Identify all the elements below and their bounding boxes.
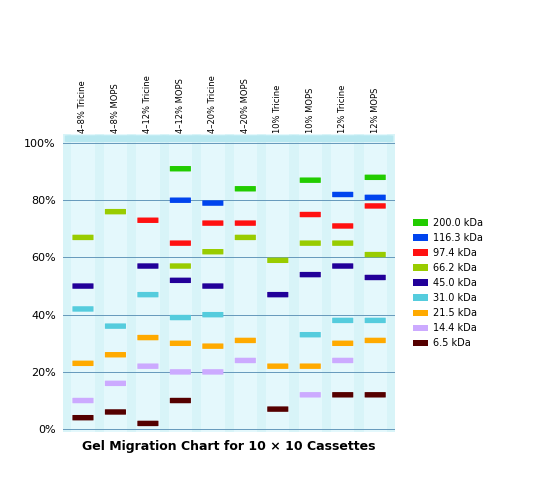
FancyBboxPatch shape xyxy=(332,358,353,363)
X-axis label: Gel Migration Chart for 10 × 10 Cassettes: Gel Migration Chart for 10 × 10 Cassette… xyxy=(82,440,376,453)
FancyBboxPatch shape xyxy=(365,338,386,343)
Text: 10% MOPS: 10% MOPS xyxy=(306,87,315,133)
FancyBboxPatch shape xyxy=(170,240,191,246)
FancyBboxPatch shape xyxy=(202,312,224,317)
FancyBboxPatch shape xyxy=(105,209,126,215)
FancyBboxPatch shape xyxy=(332,318,353,323)
FancyBboxPatch shape xyxy=(325,135,361,142)
FancyBboxPatch shape xyxy=(332,240,353,246)
FancyBboxPatch shape xyxy=(202,369,224,374)
Bar xyxy=(233,134,257,432)
FancyBboxPatch shape xyxy=(202,283,224,289)
Bar xyxy=(104,134,127,432)
FancyBboxPatch shape xyxy=(365,318,386,323)
Bar xyxy=(71,134,94,432)
FancyBboxPatch shape xyxy=(137,363,158,369)
FancyBboxPatch shape xyxy=(170,197,191,203)
FancyBboxPatch shape xyxy=(267,363,288,369)
FancyBboxPatch shape xyxy=(72,283,93,289)
FancyBboxPatch shape xyxy=(72,398,93,403)
Text: 12% MOPS: 12% MOPS xyxy=(371,87,380,133)
FancyBboxPatch shape xyxy=(300,392,321,397)
FancyBboxPatch shape xyxy=(105,352,126,358)
FancyBboxPatch shape xyxy=(235,186,256,192)
Bar xyxy=(201,134,225,432)
FancyBboxPatch shape xyxy=(170,264,191,269)
FancyBboxPatch shape xyxy=(170,315,191,320)
FancyBboxPatch shape xyxy=(170,277,191,283)
Bar xyxy=(169,134,192,432)
FancyBboxPatch shape xyxy=(357,135,394,142)
FancyBboxPatch shape xyxy=(365,275,386,280)
FancyBboxPatch shape xyxy=(72,235,93,240)
FancyBboxPatch shape xyxy=(235,235,256,240)
FancyBboxPatch shape xyxy=(365,175,386,180)
FancyBboxPatch shape xyxy=(365,252,386,257)
FancyBboxPatch shape xyxy=(170,166,191,171)
FancyBboxPatch shape xyxy=(292,135,328,142)
FancyBboxPatch shape xyxy=(72,360,93,366)
FancyBboxPatch shape xyxy=(137,292,158,298)
Text: 12% Tricine: 12% Tricine xyxy=(338,84,347,133)
FancyBboxPatch shape xyxy=(332,264,353,269)
FancyBboxPatch shape xyxy=(300,272,321,277)
FancyBboxPatch shape xyxy=(137,420,158,426)
FancyBboxPatch shape xyxy=(365,392,386,397)
FancyBboxPatch shape xyxy=(365,194,386,200)
Legend: 200.0 kDa, 116.3 kDa, 97.4 kDa, 66.2 kDa, 45.0 kDa, 31.0 kDa, 21.5 kDa, 14.4 kDa: 200.0 kDa, 116.3 kDa, 97.4 kDa, 66.2 kDa… xyxy=(413,218,483,348)
FancyBboxPatch shape xyxy=(267,407,288,412)
FancyBboxPatch shape xyxy=(170,398,191,403)
FancyBboxPatch shape xyxy=(300,212,321,217)
FancyBboxPatch shape xyxy=(170,369,191,374)
FancyBboxPatch shape xyxy=(332,392,353,397)
FancyBboxPatch shape xyxy=(235,220,256,226)
FancyBboxPatch shape xyxy=(137,217,158,223)
FancyBboxPatch shape xyxy=(267,292,288,298)
FancyBboxPatch shape xyxy=(332,341,353,346)
FancyBboxPatch shape xyxy=(195,135,231,142)
FancyBboxPatch shape xyxy=(235,358,256,363)
Text: 4–12% MOPS: 4–12% MOPS xyxy=(176,78,185,133)
FancyBboxPatch shape xyxy=(259,135,296,142)
Text: 10% Tricine: 10% Tricine xyxy=(273,84,282,133)
Bar xyxy=(331,134,354,432)
FancyBboxPatch shape xyxy=(170,341,191,346)
Bar xyxy=(364,134,387,432)
Bar xyxy=(266,134,289,432)
FancyBboxPatch shape xyxy=(202,220,224,226)
Text: 4–8% Tricine: 4–8% Tricine xyxy=(78,80,87,133)
Bar xyxy=(136,134,160,432)
FancyBboxPatch shape xyxy=(365,203,386,209)
FancyBboxPatch shape xyxy=(65,135,101,142)
FancyBboxPatch shape xyxy=(72,306,93,312)
FancyBboxPatch shape xyxy=(202,200,224,206)
FancyBboxPatch shape xyxy=(300,332,321,337)
FancyBboxPatch shape xyxy=(97,135,134,142)
FancyBboxPatch shape xyxy=(137,264,158,269)
FancyBboxPatch shape xyxy=(300,363,321,369)
FancyBboxPatch shape xyxy=(162,135,199,142)
Bar xyxy=(299,134,322,432)
Text: 4–20% Tricine: 4–20% Tricine xyxy=(208,75,217,133)
FancyBboxPatch shape xyxy=(202,249,224,254)
FancyBboxPatch shape xyxy=(105,381,126,386)
FancyBboxPatch shape xyxy=(300,240,321,246)
FancyBboxPatch shape xyxy=(202,343,224,349)
Text: 4–8% MOPS: 4–8% MOPS xyxy=(111,83,120,133)
Text: 4–12% Tricine: 4–12% Tricine xyxy=(144,75,152,133)
FancyBboxPatch shape xyxy=(137,335,158,340)
FancyBboxPatch shape xyxy=(300,178,321,183)
FancyBboxPatch shape xyxy=(105,409,126,415)
FancyBboxPatch shape xyxy=(130,135,166,142)
FancyBboxPatch shape xyxy=(105,324,126,329)
FancyBboxPatch shape xyxy=(235,338,256,343)
FancyBboxPatch shape xyxy=(267,258,288,263)
FancyBboxPatch shape xyxy=(72,415,93,420)
FancyBboxPatch shape xyxy=(332,192,353,197)
FancyBboxPatch shape xyxy=(332,223,353,228)
Text: 4–20% MOPS: 4–20% MOPS xyxy=(241,78,250,133)
FancyBboxPatch shape xyxy=(227,135,263,142)
